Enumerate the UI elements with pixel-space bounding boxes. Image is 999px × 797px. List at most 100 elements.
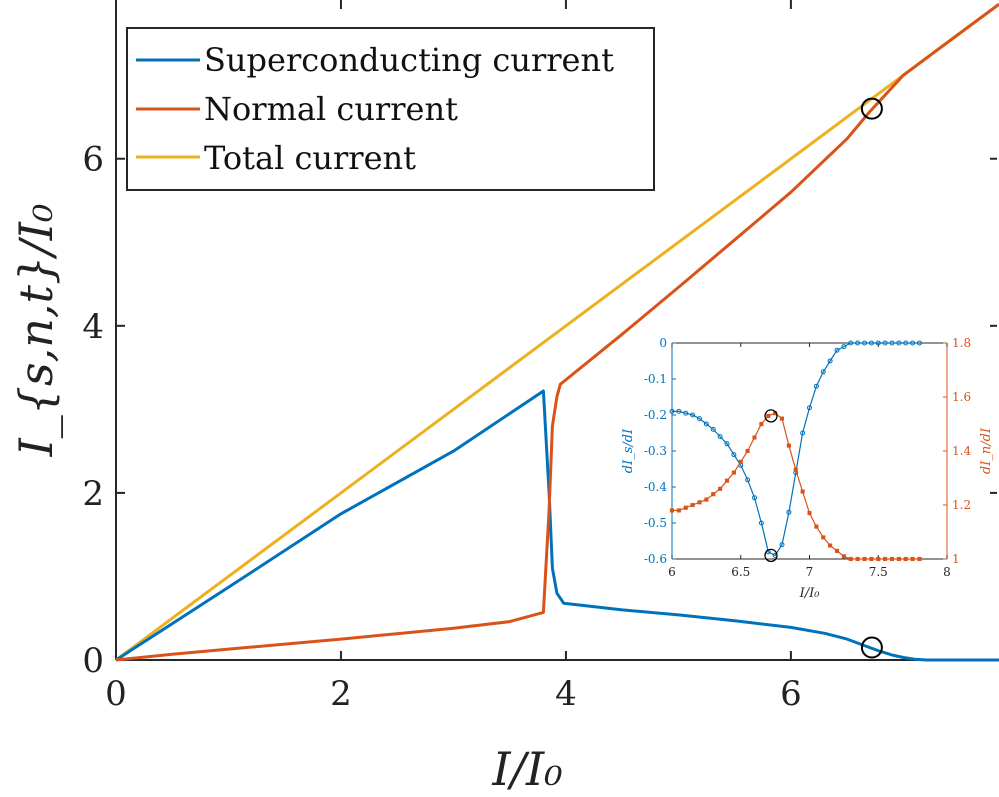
inset-point-superconducting xyxy=(820,369,826,375)
inset-point-superconducting xyxy=(834,347,840,353)
inset-x-tick-label: 6.5 xyxy=(731,565,750,579)
inset-point-normal xyxy=(834,548,840,553)
inset-point-normal xyxy=(669,508,675,513)
inset-point-superconducting xyxy=(862,340,867,346)
inset-point-normal xyxy=(883,556,888,562)
inset-left-axis-title: dI_s/dI xyxy=(621,428,636,473)
x-tick-label: 2 xyxy=(330,674,352,714)
inset-left-tick-label: -0.4 xyxy=(644,480,668,494)
inset-point-normal xyxy=(676,508,681,513)
inset-point-normal xyxy=(807,511,812,516)
legend-box xyxy=(126,27,655,191)
inset-point-normal xyxy=(910,556,915,562)
inset-point-superconducting xyxy=(896,340,902,346)
inset-point-superconducting xyxy=(676,408,682,414)
inset-point-superconducting xyxy=(779,542,785,548)
inset-point-normal xyxy=(697,500,702,505)
inset-point-superconducting xyxy=(724,441,730,447)
inset-point-normal xyxy=(786,443,791,448)
inset-left-tick-label: -0.3 xyxy=(644,444,667,458)
inset-point-superconducting xyxy=(800,430,806,436)
inset-point-normal xyxy=(821,535,826,540)
inset-point-superconducting xyxy=(683,410,689,416)
inset-point-superconducting xyxy=(731,452,737,458)
legend-label-superconducting: Superconducting current xyxy=(204,41,614,79)
x-tick-label: 4 xyxy=(555,674,577,714)
inset-point-normal xyxy=(759,421,764,427)
x-axis-title: I/I₀ xyxy=(491,742,562,796)
inset-point-normal xyxy=(779,416,785,421)
inset-highlight-circle-marker xyxy=(764,409,778,423)
inset-point-superconducting xyxy=(717,434,723,440)
inset-point-normal xyxy=(814,524,819,529)
inset-point-normal xyxy=(903,556,908,562)
inset-point-superconducting xyxy=(786,509,792,515)
inset-point-superconducting xyxy=(841,344,847,350)
highlight-circle-marker xyxy=(860,636,883,659)
inset-point-normal xyxy=(917,556,922,562)
inset-point-normal xyxy=(752,435,757,440)
inset-point-normal xyxy=(896,556,901,562)
inset-point-normal xyxy=(731,470,736,475)
inset-background xyxy=(672,343,947,559)
inset-x-tick-label: 6 xyxy=(668,565,676,579)
inset-plot: 6 6.5 7 7.5 8 0 -0.1 -0.2 -0.3 -0.4 -0.5 -0.6 1.8 1.6… xyxy=(621,336,994,601)
inset-point-normal xyxy=(889,556,895,562)
inset-right-tick-label: 1.6 xyxy=(952,390,971,404)
inset-point-normal xyxy=(793,467,798,472)
inset-point-superconducting xyxy=(882,340,888,346)
series-line-superconducting xyxy=(115,389,999,662)
inset-point-superconducting xyxy=(669,408,675,414)
inset-highlight-circle-marker xyxy=(764,548,778,563)
inset-point-superconducting xyxy=(807,405,812,411)
inset-point-normal xyxy=(855,556,860,562)
inset-right-tick-label: 1.4 xyxy=(952,444,971,458)
inset-point-superconducting xyxy=(710,426,716,432)
inset-left-tick-label: -0.2 xyxy=(644,408,667,422)
inset-x-tick-label: 8 xyxy=(943,565,951,579)
y-tick-label: 4 xyxy=(82,307,104,347)
inset-point-superconducting xyxy=(910,340,916,346)
inset-x-tick-label: 7 xyxy=(806,565,814,579)
x-tick-label: 6 xyxy=(780,674,802,714)
inset-left-tick-label: -0.6 xyxy=(644,552,667,566)
inset-point-normal xyxy=(869,556,874,562)
legend: Superconducting current Normal current T… xyxy=(126,27,655,191)
legend-label-normal: Normal current xyxy=(204,90,458,128)
inset-series-line-superconducting xyxy=(672,342,920,557)
inset-left-tick-label: -0.5 xyxy=(644,516,667,530)
inset-right-tick-label: 1 xyxy=(952,552,960,566)
inset-x-axis-title: I/I₀ xyxy=(799,586,821,601)
inset-left-tick-label: 0 xyxy=(659,336,667,350)
inset-right-tick-label: 1.8 xyxy=(952,336,971,350)
inset-point-superconducting xyxy=(703,421,709,427)
y-tick-label: 2 xyxy=(82,474,104,514)
inset-point-normal xyxy=(745,448,750,454)
inset-point-superconducting xyxy=(903,340,909,346)
inset-point-superconducting xyxy=(745,477,751,483)
inset-point-superconducting xyxy=(813,383,819,389)
inset-point-normal xyxy=(690,502,695,508)
inset-point-normal xyxy=(862,556,867,562)
inset-point-normal xyxy=(711,492,716,497)
y-tick-label: 6 xyxy=(82,140,104,180)
inset-point-superconducting xyxy=(875,340,881,346)
inset-point-superconducting xyxy=(827,358,833,364)
x-tick-label: 0 xyxy=(105,674,127,714)
y-axis-title: I_{s,n,t}/I₀ xyxy=(9,204,63,458)
inset-point-normal xyxy=(828,543,833,548)
inset-point-superconducting xyxy=(848,340,854,346)
inset-point-superconducting xyxy=(752,495,757,501)
series-line-total xyxy=(115,2,999,662)
inset-point-normal xyxy=(841,554,846,559)
inset-x-tick-label: 7.5 xyxy=(869,565,888,579)
y-tick-label: 0 xyxy=(82,641,104,681)
inset-right-tick-label: 1.2 xyxy=(952,498,971,512)
inset-point-normal xyxy=(718,486,723,491)
inset-point-superconducting xyxy=(758,520,764,526)
main-plot: 0 2 4 6 0 2 4 6 I/I₀ I_{s,n,t}/I₀ xyxy=(9,0,999,796)
legend-label-total: Total current xyxy=(204,139,416,177)
inset-left-tick-label: -0.1 xyxy=(644,372,667,386)
inset-point-superconducting xyxy=(889,340,895,346)
inset-right-axis-title: dI_n/dI xyxy=(979,427,994,474)
